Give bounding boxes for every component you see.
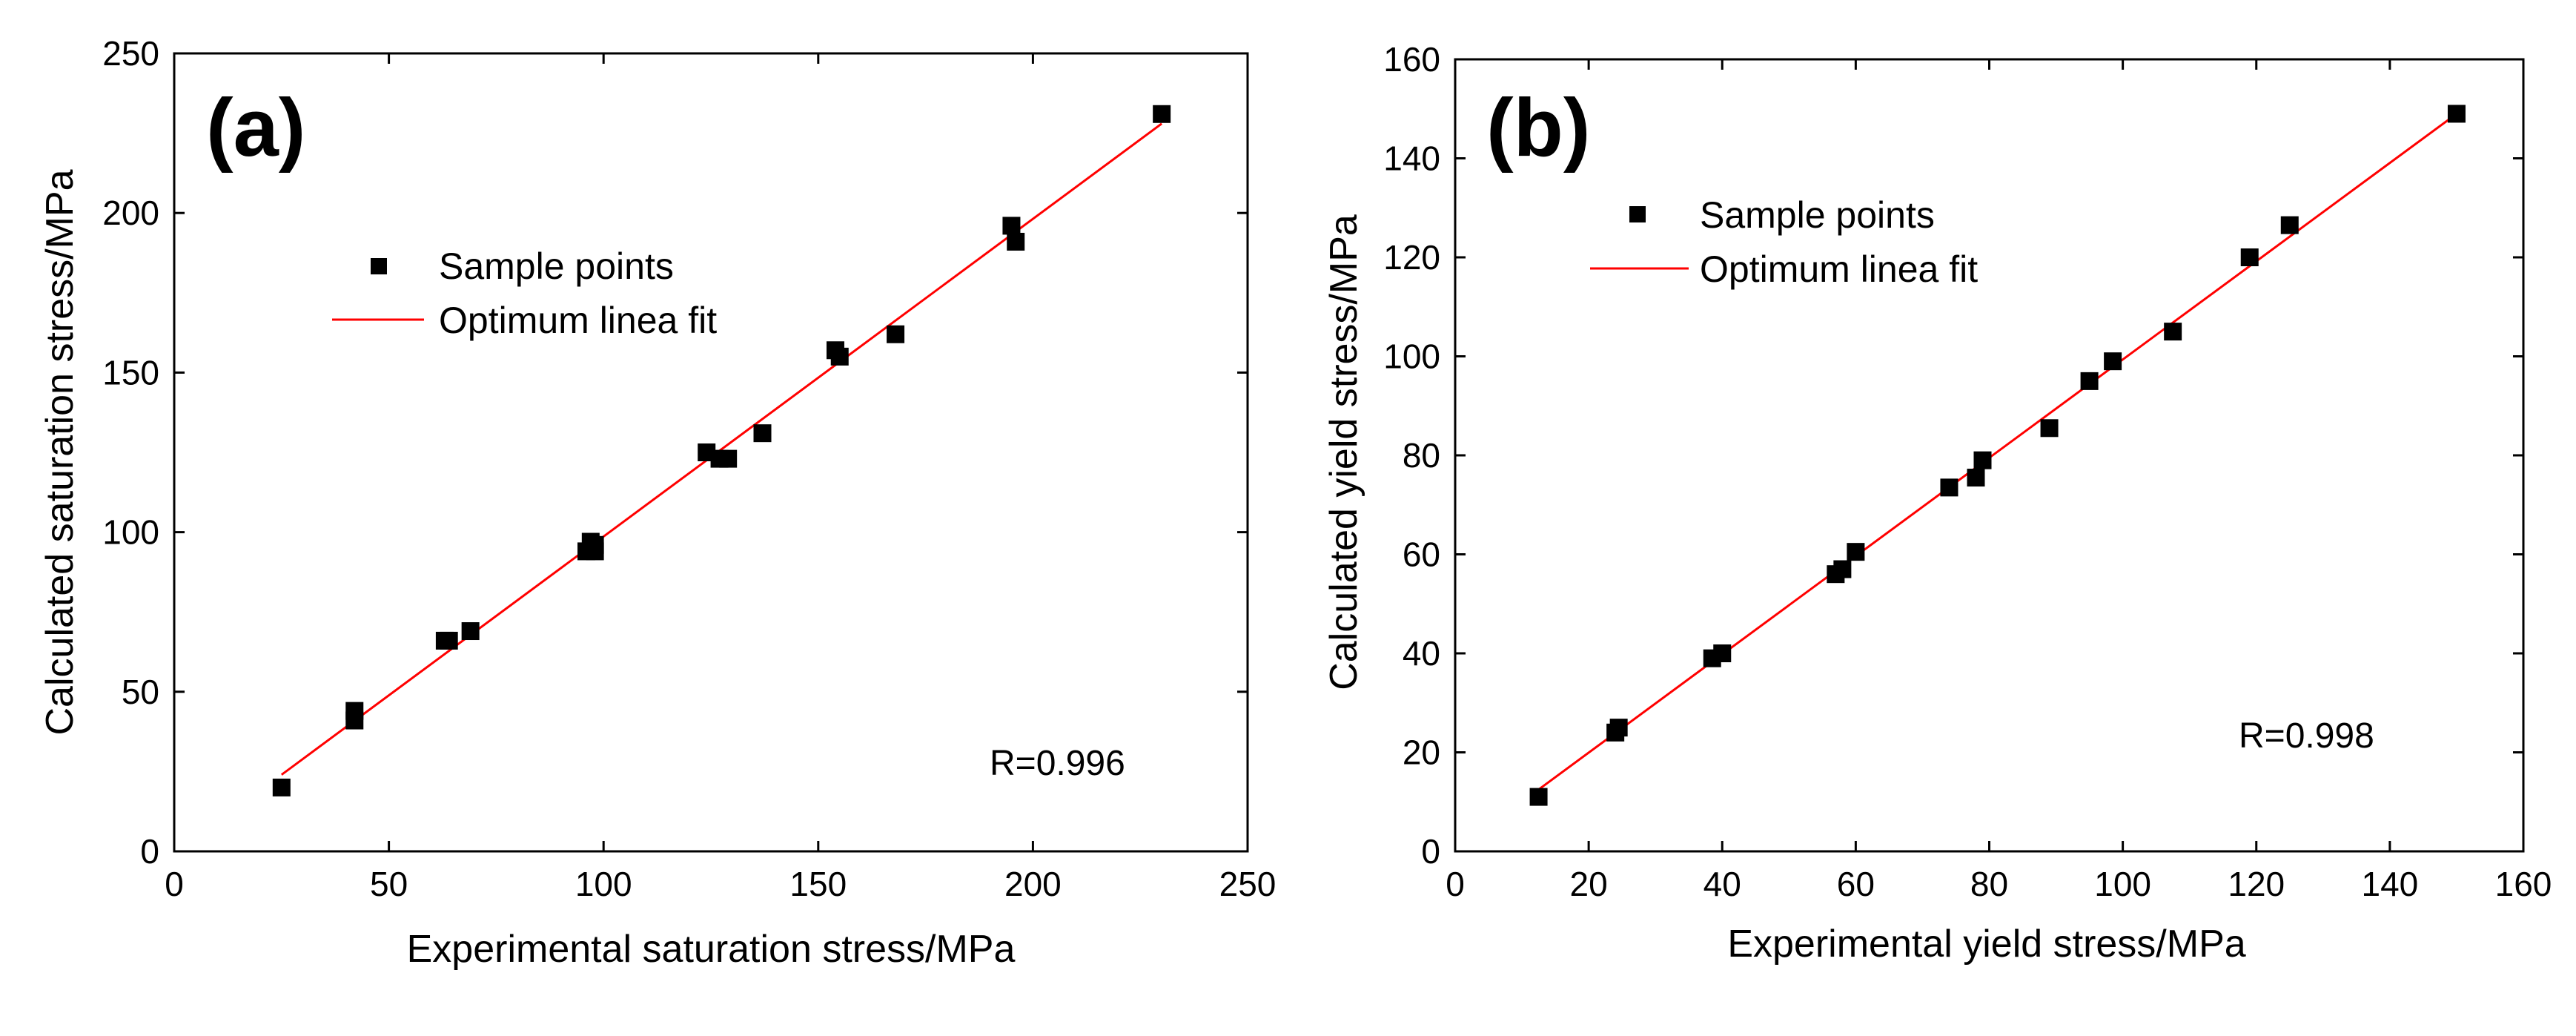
x-axis-title-a: Experimental saturation stress/MPa (407, 928, 1016, 971)
y-tick-label-b-4: 80 (1403, 436, 1440, 475)
sample-point-a-0 (272, 778, 291, 796)
sample-point-a-19 (1153, 105, 1171, 123)
sample-point-b-15 (2240, 248, 2259, 266)
y-tick-label-b-5: 100 (1383, 337, 1440, 376)
x-tick-label-b-6: 120 (2228, 865, 2285, 903)
sample-point-b-8 (1940, 478, 1959, 497)
sample-point-b-14 (2164, 323, 2182, 341)
legend-a: Sample points Optimum linea fit (332, 245, 717, 341)
x-tick-label-b-2: 40 (1703, 865, 1741, 903)
sample-point-a-13 (753, 424, 772, 443)
legend-fit-label-b: Optimum linea fit (1700, 248, 1978, 290)
y-tick-label-b-7: 140 (1383, 139, 1440, 178)
y-tick-label-a-4: 200 (102, 194, 159, 232)
x-tick-label-a-1: 50 (370, 865, 408, 903)
y-tick-label-b-2: 40 (1403, 634, 1440, 673)
sample-point-a-16 (887, 325, 905, 343)
y-tick-label-a-3: 150 (102, 353, 159, 392)
sample-point-b-17 (2447, 105, 2466, 123)
x-tick-label-a-0: 0 (165, 865, 184, 903)
legend-marker-b (1629, 206, 1646, 222)
x-tick-label-a-2: 100 (575, 865, 632, 903)
x-tick-label-b-0: 0 (1446, 865, 1465, 903)
sample-point-b-2 (1609, 719, 1628, 737)
points-b (1529, 105, 2466, 806)
ticks-a: 0 50 100 150 200 250 0 50 100 150 200 250 (102, 34, 1276, 903)
panel-b: 0 20 40 60 80 100 120 140 160 0 20 40 60 80 100 120 140 1… (1322, 40, 2552, 966)
legend-points-label-a: Sample points (439, 245, 674, 287)
y-axis-title-a: Calculated saturation stress/MPa (39, 169, 82, 735)
points-a (272, 105, 1171, 796)
sample-point-a-4 (440, 631, 458, 650)
sample-point-b-13 (2104, 352, 2122, 371)
legend-marker-a (371, 258, 387, 274)
y-tick-label-b-8: 160 (1383, 40, 1440, 79)
y-tick-label-a-5: 250 (102, 34, 159, 73)
ticks-b: 0 20 40 60 80 100 120 140 160 0 20 40 60 80 100 120 140 1… (1383, 40, 2552, 903)
sample-point-b-12 (2080, 372, 2099, 390)
panel-label-b: (b) (1486, 82, 1590, 174)
legend-b: Sample points Optimum linea fit (1590, 194, 1978, 290)
sample-point-b-16 (2280, 216, 2299, 234)
sample-point-a-15 (830, 347, 849, 366)
x-tick-label-b-3: 60 (1837, 865, 1875, 903)
legend-fit-label-a: Optimum linea fit (439, 300, 717, 341)
r-annotation-a: R=0.996 (990, 744, 1125, 783)
sample-point-a-17 (1002, 217, 1021, 235)
panel-label-a: (a) (206, 82, 305, 174)
sample-point-b-7 (1847, 543, 1865, 561)
x-tick-label-b-7: 140 (2362, 865, 2419, 903)
r-annotation-b: R=0.998 (2239, 716, 2374, 756)
sample-point-a-5 (461, 622, 480, 641)
x-tick-label-b-8: 160 (2495, 865, 2552, 903)
x-tick-label-a-4: 200 (1004, 865, 1062, 903)
legend-points-label-b: Sample points (1700, 194, 1935, 236)
x-tick-label-b-1: 20 (1570, 865, 1608, 903)
sample-point-b-6 (1833, 560, 1852, 578)
fit-line-a (280, 122, 1163, 776)
y-tick-label-b-6: 120 (1383, 238, 1440, 277)
plot-frame-a (173, 52, 1249, 853)
x-tick-label-a-3: 150 (789, 865, 847, 903)
x-tick-label-b-4: 80 (1970, 865, 2008, 903)
sample-point-b-4 (1713, 644, 1732, 662)
sample-point-a-12 (719, 449, 738, 468)
panel-a: 0 50 100 150 200 250 0 50 100 150 200 250 (a) Sampl… (39, 34, 1276, 971)
sample-point-a-18 (1007, 232, 1025, 251)
fit-line-b (1534, 113, 2457, 794)
sample-point-a-9 (586, 535, 604, 554)
y-axis-title-b: Calculated yield stress/MPa (1322, 214, 1365, 690)
y-tick-label-a-2: 100 (102, 513, 159, 552)
x-axis-title-b: Experimental yield stress/MPa (1727, 923, 2245, 966)
y-tick-label-a-1: 50 (122, 673, 159, 711)
sample-point-b-11 (2040, 419, 2059, 438)
y-tick-label-b-1: 20 (1403, 733, 1440, 772)
sample-point-b-10 (1973, 451, 1992, 469)
x-tick-label-a-5: 250 (1219, 865, 1277, 903)
x-tick-label-b-5: 100 (2094, 865, 2151, 903)
sample-point-b-9 (1967, 469, 1985, 487)
y-tick-label-a-0: 0 (140, 832, 159, 871)
y-tick-label-b-0: 0 (1421, 832, 1440, 871)
sample-point-b-0 (1529, 788, 1548, 806)
sample-point-a-2 (345, 702, 364, 720)
y-tick-label-b-3: 60 (1403, 535, 1440, 574)
